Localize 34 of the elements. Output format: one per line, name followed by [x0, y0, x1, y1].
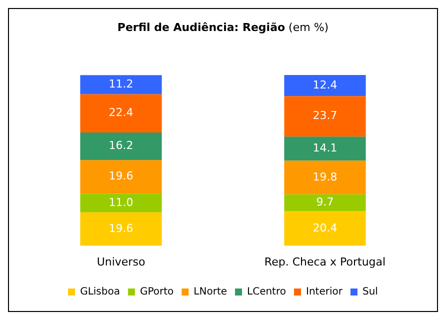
legend-label: GLisboa: [80, 286, 120, 298]
bar: [284, 160, 366, 194]
chart-subtitle: (em %): [288, 21, 329, 34]
legend-label: Sul: [362, 286, 378, 298]
bar: [80, 94, 162, 132]
legend-label: LNorte: [194, 286, 228, 298]
data-label: 20.4: [312, 221, 338, 234]
data-label: 11.2: [108, 78, 134, 91]
bar: [80, 212, 162, 246]
legend-label: LCentro: [247, 286, 286, 298]
bar: [80, 75, 162, 94]
data-label: 22.4: [108, 106, 134, 120]
data-label: 16.2: [108, 139, 134, 152]
data-label: 19.8: [312, 170, 338, 184]
bar: [284, 194, 366, 211]
bar: [284, 74, 366, 96]
bar: [80, 194, 162, 212]
chart-title: Perfil de Audiência: Região: [117, 21, 286, 34]
bar: [80, 160, 162, 194]
data-label: 19.6: [108, 170, 134, 183]
data-label: 9.7: [316, 196, 334, 209]
data-label: 23.7: [312, 109, 338, 122]
bar: [80, 132, 162, 160]
data-label: 14.1: [312, 141, 338, 154]
bar: [284, 210, 366, 246]
data-label: 11.0: [108, 196, 134, 209]
legend-label: GPorto: [140, 286, 174, 298]
bar: [284, 136, 366, 161]
data-label: 19.6: [108, 222, 134, 235]
x-tick-label: Rep. Checa x Portugal: [264, 255, 386, 268]
x-tick-label: Universo: [96, 255, 146, 268]
legend-label: Interior: [306, 286, 344, 298]
bar: [284, 96, 366, 137]
data-label: 12.4: [312, 78, 338, 92]
